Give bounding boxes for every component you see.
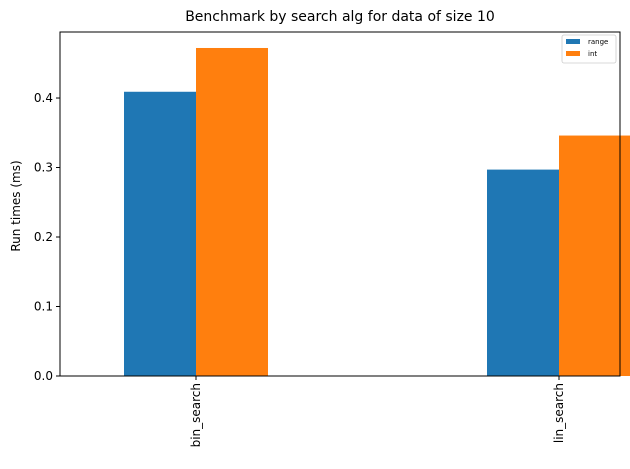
bar-int-lin_search bbox=[559, 135, 630, 376]
y-axis-ticks: 0.0 0.1 0.2 0.3 0.4 bbox=[34, 91, 60, 383]
legend-label-range: range bbox=[588, 38, 608, 46]
y-tick-label: 0.3 bbox=[34, 161, 53, 175]
x-axis-ticks: bin_search lin_search bbox=[189, 376, 566, 447]
x-tick-label-bin_search: bin_search bbox=[189, 383, 203, 447]
legend-swatch-int bbox=[566, 51, 580, 56]
y-tick-label: 0.1 bbox=[34, 300, 53, 314]
bar-range-lin_search bbox=[487, 169, 559, 376]
y-axis-label: Run times (ms) bbox=[9, 160, 23, 251]
y-tick-label: 0.4 bbox=[34, 91, 53, 105]
legend: range int bbox=[561, 34, 617, 64]
legend-swatch-range bbox=[566, 39, 580, 44]
legend-label-int: int bbox=[588, 50, 597, 58]
x-tick-label-lin_search: lin_search bbox=[552, 383, 566, 443]
chart-title: Benchmark by search alg for data of size… bbox=[185, 9, 495, 25]
y-tick-label: 0.2 bbox=[34, 230, 53, 244]
plot-area-frame bbox=[59, 31, 621, 377]
bars-group bbox=[124, 47, 630, 377]
bar-int-bin_search bbox=[196, 47, 268, 377]
y-tick-label: 0.0 bbox=[34, 369, 53, 383]
bar-range-bin_search bbox=[124, 91, 196, 376]
